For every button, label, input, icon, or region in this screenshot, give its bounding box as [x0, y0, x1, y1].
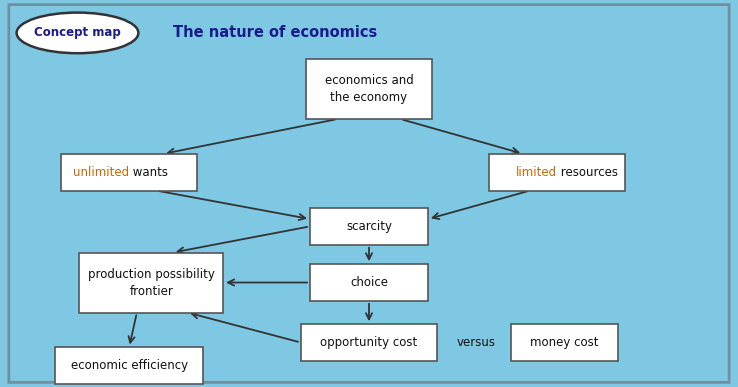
- Ellipse shape: [16, 12, 139, 53]
- Text: opportunity cost: opportunity cost: [320, 336, 418, 349]
- Text: economics and
the economy: economics and the economy: [325, 74, 413, 104]
- FancyBboxPatch shape: [80, 252, 223, 313]
- Text: Concept map: Concept map: [34, 26, 121, 39]
- FancyBboxPatch shape: [310, 208, 428, 245]
- Text: versus: versus: [457, 336, 495, 349]
- Text: production possibility
frontier: production possibility frontier: [88, 267, 215, 298]
- Text: choice: choice: [350, 276, 388, 289]
- Text: limited: limited: [516, 166, 557, 179]
- Text: money cost: money cost: [531, 336, 599, 349]
- FancyBboxPatch shape: [310, 264, 428, 301]
- Text: wants: wants: [129, 166, 168, 179]
- FancyBboxPatch shape: [300, 324, 437, 361]
- Text: The nature of economics: The nature of economics: [173, 26, 378, 40]
- FancyBboxPatch shape: [55, 348, 203, 384]
- Text: scarcity: scarcity: [346, 220, 392, 233]
- FancyBboxPatch shape: [61, 154, 197, 190]
- Text: resources: resources: [557, 166, 618, 179]
- Text: economic efficiency: economic efficiency: [71, 359, 187, 372]
- FancyBboxPatch shape: [489, 154, 625, 190]
- FancyBboxPatch shape: [306, 59, 432, 119]
- FancyBboxPatch shape: [9, 5, 729, 382]
- FancyBboxPatch shape: [511, 324, 618, 361]
- Text: unlimited: unlimited: [73, 166, 129, 179]
